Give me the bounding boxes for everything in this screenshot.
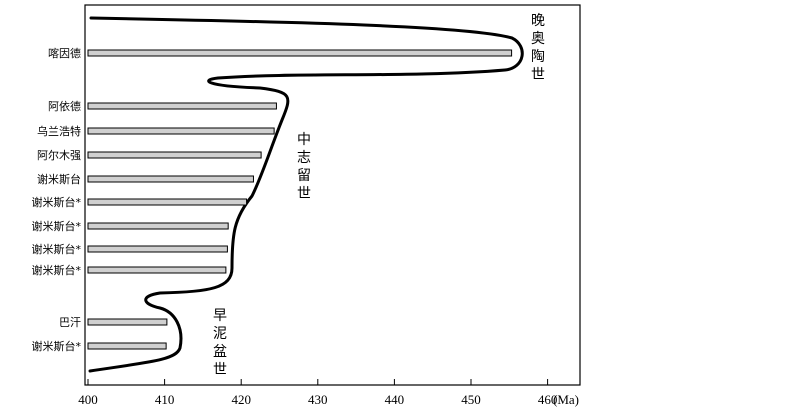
bar [87,266,227,274]
bar [87,175,254,183]
period-label: 早泥盆世 [213,308,227,378]
category-label: 谢米斯台 [37,172,81,186]
bar [87,198,248,206]
x-tick-label: 440 [385,392,405,407]
plot-frame [84,4,581,386]
category-label: 谢米斯台* [32,263,82,277]
bar [87,102,277,110]
bar [87,127,275,135]
period-label: 中志留世 [297,132,311,202]
category-label: 乌兰浩特 [37,124,81,138]
x-tick-label: 420 [231,392,251,407]
category-label: 谢米斯台* [32,219,82,233]
category-label: 阿尔木强 [37,149,81,162]
category-label: 谢米斯台* [32,242,82,256]
x-tick-label: 460 [538,392,558,407]
x-axis-unit-label: (Ma) [553,392,579,407]
category-label: 谢米斯台* [32,339,82,353]
x-tick-label: 450 [461,392,481,407]
x-axis-ticks: 400 410 420 430 440 450 460 [78,379,557,407]
age-distribution-curve [88,16,524,373]
bar [87,151,262,159]
period-label: 晚奥陶世 [531,13,545,83]
bar [87,318,168,326]
category-label: 阿依德 [48,99,81,113]
category-label: 喀因德 [48,46,81,60]
bar [87,342,167,350]
x-tick-label: 430 [308,392,328,407]
bars [87,49,513,350]
bar [87,245,228,253]
category-label: 谢米斯台* [32,195,82,209]
bar [87,222,229,230]
category-label: 巴汗 [59,316,81,329]
bar [87,49,513,57]
x-tick-label: 400 [78,392,98,407]
x-tick-label: 410 [155,392,175,407]
